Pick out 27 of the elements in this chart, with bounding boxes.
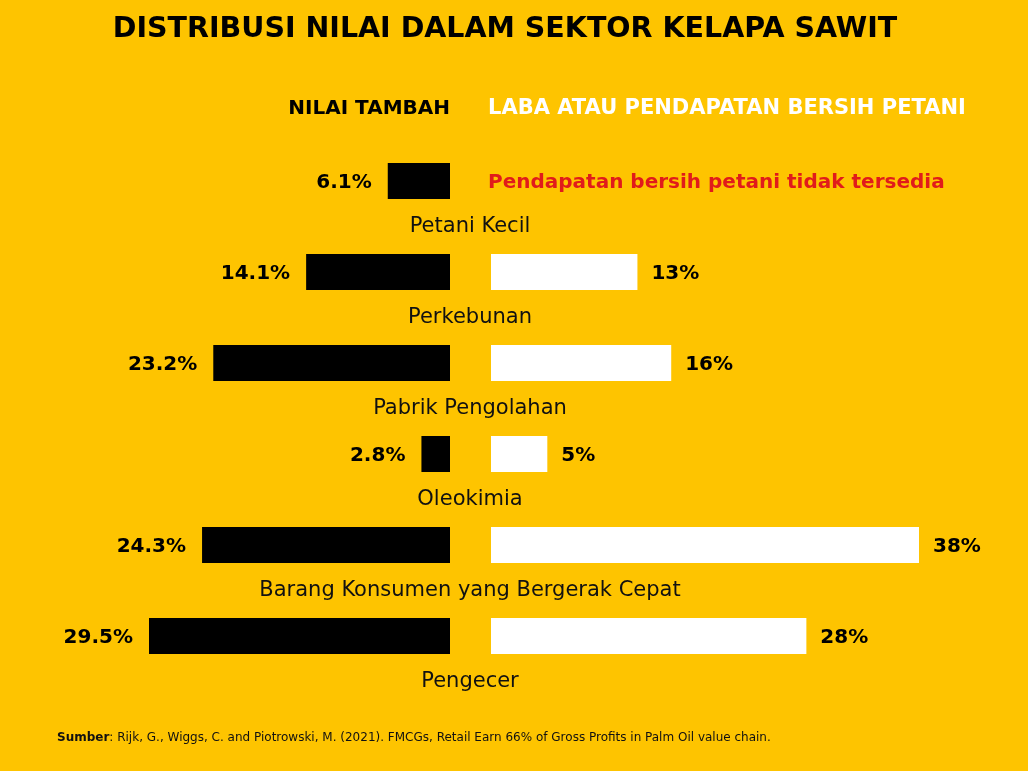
y-tick-label: Pabrik Pengolahan bbox=[373, 395, 567, 419]
data-label: 5% bbox=[561, 442, 596, 466]
data-label: 6.1% bbox=[316, 169, 372, 193]
data-label: 29.5% bbox=[63, 624, 133, 648]
bar bbox=[491, 436, 548, 472]
text: LABA ATAU PENDAPATAN BERSIH PETANI bbox=[488, 95, 966, 119]
data-label: 13% bbox=[651, 260, 700, 284]
y-tick-label: Pengecer bbox=[421, 668, 520, 692]
data-label: 14.1% bbox=[220, 260, 291, 284]
annotation: Pendapatan bersih petani tidak tersedia bbox=[488, 169, 945, 193]
data-label: 16% bbox=[685, 351, 734, 375]
data-label: 2.8% bbox=[349, 442, 406, 466]
bar bbox=[491, 254, 638, 290]
data-label: 38% bbox=[933, 533, 981, 557]
data-label: 24.3% bbox=[116, 533, 187, 557]
data-label: 23.2% bbox=[127, 351, 198, 375]
y-tick-label: Barang Konsumen yang Bergerak Cepat bbox=[259, 577, 681, 601]
y-tick-label: Perkebunan bbox=[408, 304, 532, 328]
bar bbox=[491, 618, 807, 654]
text: Sumber: Rijk, G., Wiggs, C. and Piotrowski, M. (2021). FMCGs, Retail Earn 66% of Gross Profits in Palm Oil value chain. bbox=[57, 730, 771, 744]
y-tick-label: Petani Kecil bbox=[409, 213, 531, 237]
bar bbox=[491, 345, 672, 381]
data-label: 28% bbox=[820, 624, 869, 648]
text: NILAI TAMBAH bbox=[288, 95, 450, 119]
bar bbox=[491, 527, 919, 563]
chart-title: DISTRIBUSI NILAI DALAM SEKTOR KELAPA SAWIT bbox=[112, 11, 898, 44]
y-tick-label: Oleokimia bbox=[417, 486, 523, 510]
